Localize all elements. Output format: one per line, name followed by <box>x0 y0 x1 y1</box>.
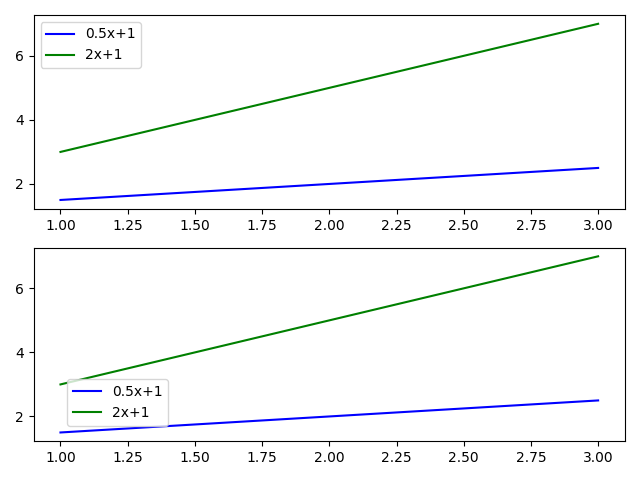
2x+1 <box>567 260 575 265</box>
2x+1 <box>56 382 64 387</box>
0.5x+1 <box>200 421 207 427</box>
2x+1 <box>157 358 164 363</box>
0.5x+1 <box>78 428 86 434</box>
Line: 2x+1: 2x+1 <box>60 256 598 384</box>
0.5x+1 <box>56 430 64 435</box>
Line: 2x+1: 2x+1 <box>60 24 598 152</box>
2x+1 <box>56 149 64 155</box>
2x+1 <box>200 115 207 120</box>
0.5x+1 <box>567 167 575 172</box>
2x+1 <box>78 376 86 382</box>
0.5x+1 <box>200 189 207 194</box>
0.5x+1 <box>56 197 64 203</box>
0.5x+1 <box>595 165 602 171</box>
2x+1 <box>200 348 207 353</box>
0.5x+1 <box>157 191 164 197</box>
0.5x+1 <box>548 168 556 174</box>
2x+1 <box>548 32 556 37</box>
0.5x+1 <box>157 424 164 430</box>
2x+1 <box>89 141 97 147</box>
0.5x+1 <box>548 400 556 406</box>
2x+1 <box>89 374 97 380</box>
2x+1 <box>595 253 602 259</box>
Line: 0.5x+1: 0.5x+1 <box>60 400 598 432</box>
0.5x+1 <box>89 195 97 201</box>
Legend: 0.5x+1, 2x+1: 0.5x+1, 2x+1 <box>67 380 168 426</box>
Line: 0.5x+1: 0.5x+1 <box>60 168 598 200</box>
0.5x+1 <box>89 428 97 433</box>
2x+1 <box>78 144 86 150</box>
0.5x+1 <box>78 196 86 202</box>
0.5x+1 <box>595 397 602 403</box>
2x+1 <box>595 21 602 27</box>
Legend: 0.5x+1, 2x+1: 0.5x+1, 2x+1 <box>40 22 141 68</box>
2x+1 <box>567 27 575 33</box>
2x+1 <box>548 264 556 270</box>
0.5x+1 <box>567 399 575 405</box>
2x+1 <box>157 125 164 131</box>
